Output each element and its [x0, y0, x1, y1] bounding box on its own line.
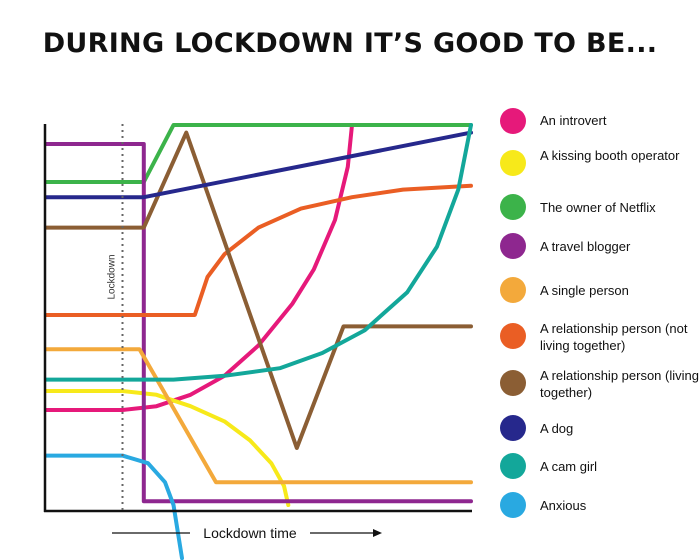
legend-swatch [500, 150, 526, 176]
lockdown-marker-label: Lockdown [107, 254, 118, 299]
legend-label: A relationship person (not living togeth… [540, 321, 688, 353]
legend-swatch [500, 277, 526, 303]
series-layer [44, 123, 473, 560]
legend-swatch [500, 370, 526, 396]
series-line-a-dog [44, 130, 473, 200]
legend-swatch [500, 415, 526, 441]
legend-label: An introvert [540, 113, 607, 128]
legend-label: A kissing booth operator [540, 148, 680, 163]
legend-swatch [500, 323, 526, 349]
legend-label: A single person [540, 283, 629, 298]
legend-label: A relationship person (living together) [540, 368, 699, 400]
legend: An introvert A kissing booth operator Th… [500, 0, 700, 560]
legend-swatch [500, 108, 526, 134]
legend-label: A travel blogger [540, 239, 631, 254]
x-arrow-head-icon [373, 529, 382, 537]
series-line-anxious [44, 453, 184, 560]
legend-swatch [500, 492, 526, 518]
legend-swatch [500, 453, 526, 479]
series-line-a-relationship-person-not-living-together [44, 183, 473, 317]
legend-swatch [500, 194, 526, 220]
series-line-the-owner-of-netflix [44, 123, 473, 184]
legend-label: A dog [540, 421, 574, 436]
legend-label: Anxious [540, 498, 587, 513]
series-line-a-relationship-person-living-together [44, 130, 473, 450]
legend-label: A cam girl [540, 459, 598, 474]
series-line-a-kissing-booth-operator [44, 389, 291, 507]
series-line-a-single-person [44, 347, 473, 485]
legend-swatch [500, 233, 526, 259]
series-line-a-cam-girl [44, 123, 473, 382]
x-axis-label: Lockdown time [203, 525, 297, 541]
legend-label: The owner of Netflix [540, 200, 656, 215]
series-line-a-travel-blogger [44, 142, 473, 504]
chart-title: DURING LOCKDOWN IT’S GOOD TO BE... [42, 28, 658, 59]
